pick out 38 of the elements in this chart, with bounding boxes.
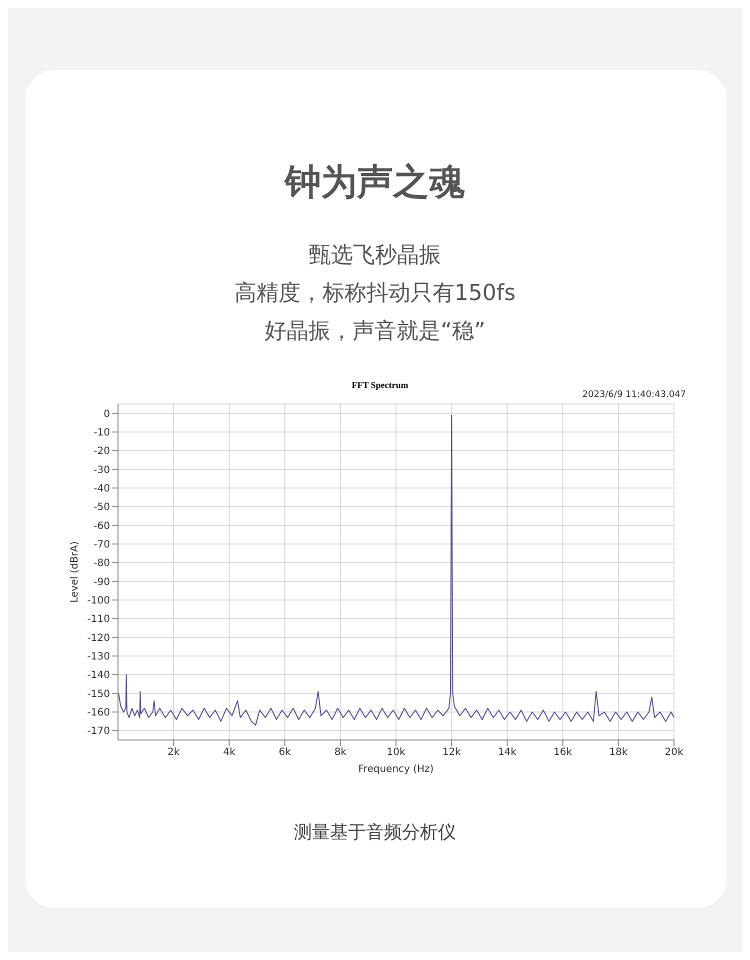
x-tick-label: 4k xyxy=(223,747,236,758)
text: 高精度，标称抖动只有150fs xyxy=(233,280,517,308)
y-tick-label: -150 xyxy=(87,688,110,700)
y-tick-label: -120 xyxy=(87,632,110,644)
y-tick-label: -80 xyxy=(94,558,110,570)
x-tick-label: 18k xyxy=(609,747,628,758)
line-series xyxy=(118,414,674,726)
y-tick-label: -50 xyxy=(94,502,110,514)
x-tick-label: 8k xyxy=(334,747,347,758)
y-tick-label: -110 xyxy=(87,614,110,626)
text: 好晶振，声音就是“稳” xyxy=(264,318,486,346)
y-tick-label: 0 xyxy=(104,408,110,420)
y-tick-label: -90 xyxy=(94,576,110,588)
x-tick-label: 2k xyxy=(168,747,180,758)
chart-title: FFT Spectrum xyxy=(350,380,410,390)
y-tick-label: -60 xyxy=(94,520,110,532)
y-tick-label: -40 xyxy=(94,484,110,495)
y-tick-label: -70 xyxy=(94,540,110,551)
chart-subtitle: 钟为声之魂 xyxy=(283,161,466,205)
y-axis-title: Level (dBrA) xyxy=(70,541,81,603)
x-tick-label: 16k xyxy=(554,747,572,758)
x-tick-label: 14k xyxy=(498,747,517,758)
y-tick-label: -10 xyxy=(94,428,110,439)
y-tick-label: -30 xyxy=(94,464,110,476)
y-tick-label: -20 xyxy=(94,446,110,458)
x-axis-title: Frequency (Hz) xyxy=(358,764,434,775)
text: 测量基于音频分析仪 xyxy=(293,821,457,844)
text: 甄选飞秒晶振 xyxy=(308,242,442,270)
text: 2023/6/9 11:40:43.047 xyxy=(581,390,687,400)
x-tick-label: 20k xyxy=(664,747,684,758)
y-tick-label: -170 xyxy=(87,726,110,738)
x-tick-label: 6k xyxy=(278,747,292,758)
y-tick-label: -130 xyxy=(87,652,110,663)
y-tick-label: -100 xyxy=(87,596,110,607)
x-tick-label: 12k xyxy=(442,747,462,758)
y-tick-label: -140 xyxy=(87,670,110,682)
x-tick-label: 10k xyxy=(386,747,406,758)
y-tick-label: -160 xyxy=(87,708,110,719)
